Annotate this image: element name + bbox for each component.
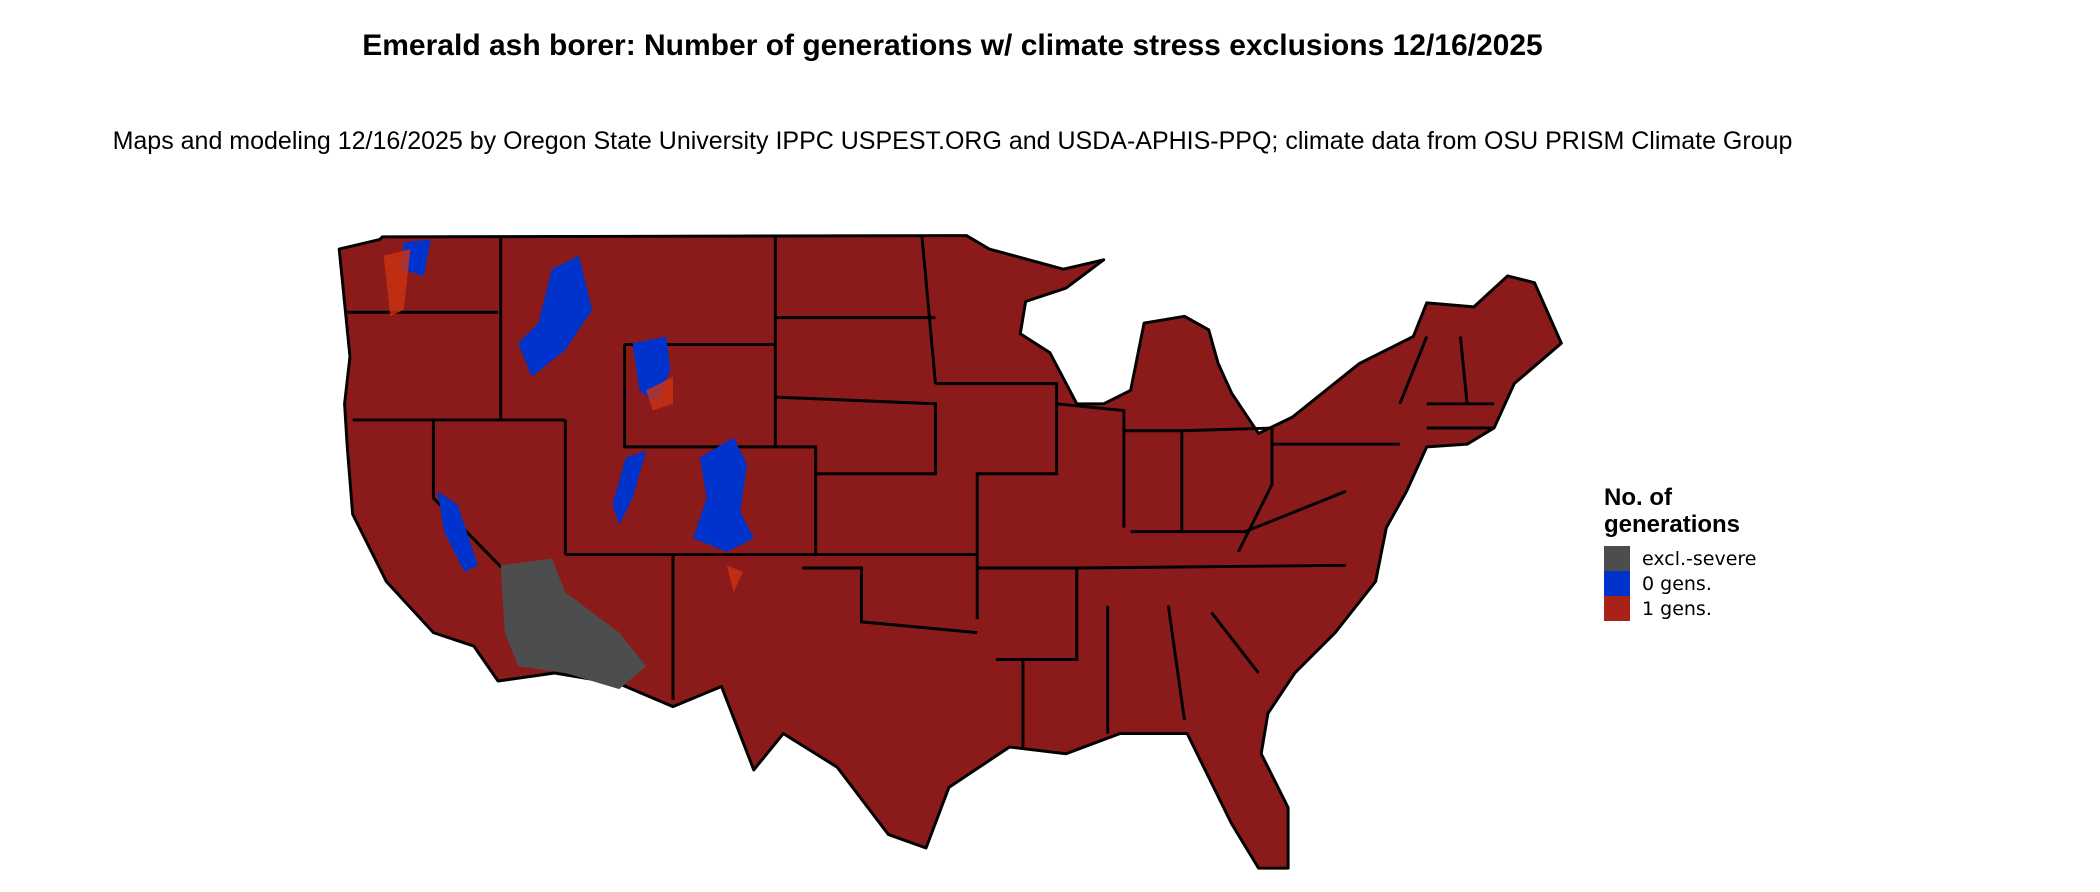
legend: No. of generations excl.-severe 0 gens. …: [1604, 484, 1757, 621]
legend-label: 1 gens.: [1642, 597, 1712, 620]
one-gen-highlight-areas: [383, 249, 743, 593]
legend-label: 0 gens.: [1642, 572, 1712, 595]
excluded-severe-areas: [500, 558, 647, 690]
legend-item-excl-severe: excl.-severe: [1604, 546, 1757, 571]
map-subtitle: Maps and modeling 12/16/2025 by Oregon S…: [112, 127, 1793, 155]
map-title: Emerald ash borer: Number of generations…: [362, 29, 1543, 62]
us-land: [337, 234, 1563, 870]
legend-label: excl.-severe: [1642, 547, 1757, 570]
legend-swatch: [1604, 596, 1630, 621]
legend-title: No. of generations: [1604, 484, 1741, 538]
legend-swatch: [1604, 571, 1630, 596]
state-borders: [347, 236, 1495, 748]
legend-swatch: [1604, 546, 1630, 571]
legend-item-0-gens: 0 gens.: [1604, 571, 1757, 596]
legend-item-1-gens: 1 gens.: [1604, 596, 1757, 621]
zero-gen-areas: [401, 239, 754, 573]
